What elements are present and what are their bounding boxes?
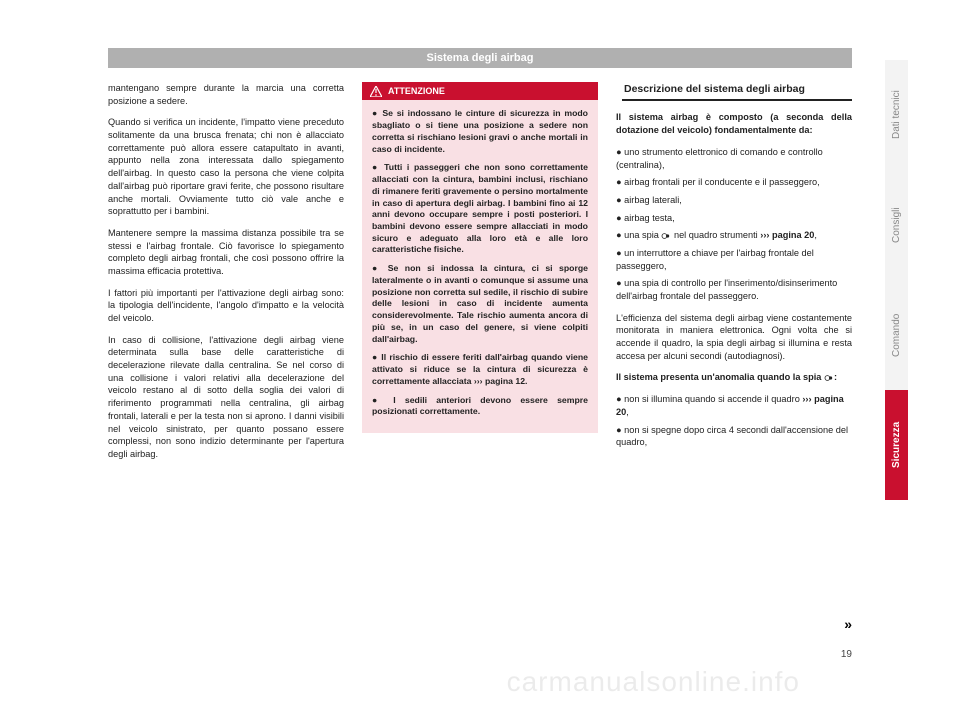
attention-item: Il rischio di essere feriti dall'airbag … xyxy=(372,352,588,387)
body-paragraph: Quando si verifica un incidente, l'impat… xyxy=(108,116,344,218)
manual-page: Sistema degli airbag mantengano sempre d… xyxy=(108,48,852,660)
body-paragraph: Mantenere sempre la massima distanza pos… xyxy=(108,227,344,278)
section-header: Sistema degli airbag xyxy=(108,48,852,68)
tab-sicurezza[interactable]: Sicurezza xyxy=(885,390,908,500)
attention-item: Se si indossano le cinture di sicurezza … xyxy=(372,108,588,155)
side-tabs: Dati tecnici Consigli Comando Sicurezza xyxy=(885,60,908,500)
content-columns: mantengano sempre durante la marcia una … xyxy=(108,82,852,470)
tab-consigli[interactable]: Consigli xyxy=(885,170,908,280)
tab-comando[interactable]: Comando xyxy=(885,280,908,390)
body-paragraph: L'efficienza del sistema degli airbag vi… xyxy=(616,312,852,363)
body-paragraph: I fattori più importanti per l'attivazio… xyxy=(108,287,344,325)
attention-label: ATTENZIONE xyxy=(388,85,445,97)
body-paragraph: mantengano sempre durante la marcia una … xyxy=(108,82,344,107)
body-paragraph: In caso di collisione, l'attivazione deg… xyxy=(108,334,344,461)
list-item: airbag laterali, xyxy=(616,194,852,207)
airbag-indicator-icon xyxy=(824,374,834,382)
list-item: un interruttore a chiave per l'airbag fr… xyxy=(616,247,852,272)
list-item: una spia di controllo per l'inserimento/… xyxy=(616,277,852,302)
airbag-indicator-icon xyxy=(661,232,671,240)
component-list: uno strumento elettronico di comando e c… xyxy=(616,146,852,303)
column-1: mantengano sempre durante la marcia una … xyxy=(108,82,344,470)
list-item: airbag frontali per il conducente e il p… xyxy=(616,176,852,189)
column-2: ATTENZIONE Se si indossano le cinture di… xyxy=(362,82,598,470)
attention-item: Tutti i passeggeri che non sono corretta… xyxy=(372,162,588,256)
list-item: uno strumento elettronico di comando e c… xyxy=(616,146,852,171)
list-item: airbag testa, xyxy=(616,212,852,225)
attention-item: I sedili anteriori devono essere sempre … xyxy=(372,395,588,418)
list-item: non si spegne dopo circa 4 secondi dall'… xyxy=(616,424,852,449)
attention-header: ATTENZIONE xyxy=(362,82,598,100)
warning-triangle-icon xyxy=(370,86,382,97)
anomaly-heading: Il sistema presenta un'anomalia quando l… xyxy=(616,371,852,384)
attention-box: Se si indossano le cinture di sicurezza … xyxy=(362,100,598,433)
subsection-heading: Descrizione del sistema degli airbag xyxy=(622,82,852,101)
continuation-mark: » xyxy=(844,616,852,632)
page-number: 19 xyxy=(841,649,852,660)
intro-paragraph: Il sistema airbag è composto (a seconda … xyxy=(616,111,852,136)
attention-item: Se non si indossa la cintura, ci si spor… xyxy=(372,263,588,345)
list-item: una spia nel quadro strumenti ››› pagina… xyxy=(616,229,852,242)
anomaly-list: non si illumina quando si accende il qua… xyxy=(616,393,852,449)
tab-dati-tecnici[interactable]: Dati tecnici xyxy=(885,60,908,170)
list-item: non si illumina quando si accende il qua… xyxy=(616,393,852,418)
watermark: carmanualsonline.info xyxy=(507,666,800,698)
column-3: Descrizione del sistema degli airbag Il … xyxy=(616,82,852,470)
